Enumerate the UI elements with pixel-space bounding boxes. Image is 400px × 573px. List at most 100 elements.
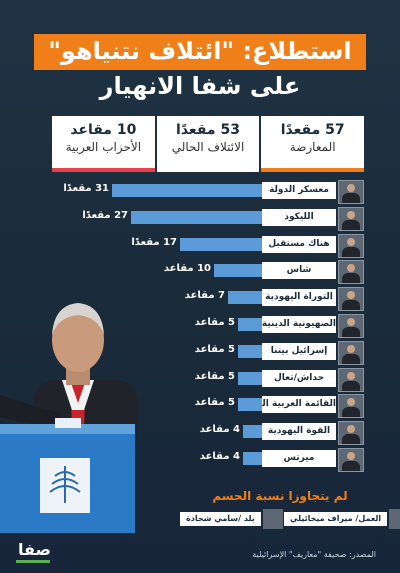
seat-value-label: 7 مقاعد bbox=[184, 290, 225, 302]
shirt-collar bbox=[62, 380, 94, 410]
photo-body bbox=[342, 353, 360, 364]
photo-body bbox=[342, 273, 360, 284]
hair-shape bbox=[52, 303, 104, 335]
photo-head bbox=[347, 398, 355, 407]
seat-value-label: 4 مقاعد bbox=[199, 424, 240, 436]
seat-bar bbox=[228, 291, 262, 305]
party-name: الصهيونية الدينية bbox=[262, 316, 336, 333]
summary-opposition: 57 مقعدًا المعارضة bbox=[261, 116, 364, 172]
summary-label: الائتلاف الحالي bbox=[171, 140, 245, 154]
summary-stripe bbox=[156, 168, 260, 172]
seat-bar bbox=[214, 264, 262, 278]
seat-bar bbox=[238, 371, 262, 385]
source-credit: المصدر: صحيفة "معاريف" الإسرائيلية bbox=[252, 550, 376, 559]
photo-head bbox=[347, 264, 355, 273]
party-leader-photo bbox=[389, 509, 400, 529]
photo-body bbox=[342, 407, 360, 418]
footer: صفا المصدر: صحيفة "معاريف" الإسرائيلية bbox=[0, 538, 400, 573]
party-name: هناك مستقبل bbox=[262, 235, 336, 253]
photo-head bbox=[347, 425, 355, 434]
seat-bar bbox=[238, 318, 262, 331]
seat-bar bbox=[243, 425, 262, 439]
seat-bar bbox=[238, 398, 262, 412]
party-name: معسكر الدولة bbox=[262, 182, 336, 199]
party-leader-photo bbox=[338, 260, 364, 285]
party-leader-photo bbox=[338, 180, 364, 204]
party-name: ميرتس bbox=[262, 450, 336, 467]
party-name: القائمة العربية الموحدة bbox=[262, 396, 336, 414]
summary-seats: 10 مقاعد bbox=[70, 122, 137, 138]
party-row: شاس 10 مقاعد bbox=[0, 258, 400, 285]
seat-value-label: 5 مقاعد bbox=[194, 317, 235, 328]
ballot-box-lid bbox=[0, 424, 135, 434]
logo-underline bbox=[16, 560, 50, 563]
party-name: العمل/ ميراف ميخائيلي bbox=[284, 512, 388, 526]
below-threshold-item: بلد /سامي شحادة bbox=[180, 508, 283, 530]
seat-value-label: 5 مقاعد bbox=[194, 343, 235, 355]
photo-body bbox=[342, 461, 360, 471]
party-leader-photo bbox=[338, 233, 364, 258]
photo-body bbox=[342, 219, 360, 230]
face-shape bbox=[52, 308, 104, 372]
photo-body bbox=[342, 193, 360, 203]
page-title: استطلاع: "ائتلاف نتنياهو" bbox=[34, 34, 366, 70]
seat-bar bbox=[243, 452, 262, 465]
seat-value-label: 5 مقاعد bbox=[194, 370, 235, 382]
photo-body bbox=[342, 246, 360, 257]
party-name: بلد /سامي شحادة bbox=[180, 512, 261, 526]
party-name: القوة اليهودية bbox=[262, 423, 336, 441]
photo-body bbox=[342, 434, 360, 445]
photo-head bbox=[347, 318, 355, 326]
seat-value-label: 5 مقاعد bbox=[194, 397, 235, 409]
photo-head bbox=[347, 291, 355, 300]
seat-bar bbox=[180, 237, 262, 251]
summary-seats: 57 مقعدًا bbox=[280, 122, 345, 138]
party-leader-photo bbox=[338, 340, 364, 365]
photo-body bbox=[342, 380, 360, 391]
party-leader-photo bbox=[338, 287, 364, 312]
party-row: الليكود 27 مقعدًا bbox=[0, 205, 400, 231]
photo-head bbox=[347, 344, 355, 353]
party-row: الصهيونية الدينية 5 مقاعد bbox=[0, 312, 400, 338]
party-leader-photo bbox=[338, 421, 364, 446]
party-row: ميرتس 4 مقاعد bbox=[0, 446, 400, 472]
photo-head bbox=[347, 237, 355, 246]
seat-bar bbox=[131, 210, 262, 224]
party-name: إسرائيل بيتنا bbox=[262, 342, 336, 360]
summary-stripe bbox=[261, 168, 364, 172]
photo-head bbox=[347, 452, 355, 460]
photo-body bbox=[342, 327, 360, 337]
seat-bar bbox=[112, 184, 262, 197]
party-leader-photo bbox=[338, 367, 364, 392]
page-subtitle: على شفا الانهيار bbox=[99, 72, 301, 100]
menorah-icon bbox=[49, 466, 81, 503]
seat-value-label: 4 مقاعد bbox=[199, 451, 240, 462]
party-row: القوة اليهودية 4 مقاعد bbox=[0, 419, 400, 446]
photo-head bbox=[347, 371, 355, 380]
threshold-title: لم يتجاوزا نسبة الحسم bbox=[212, 489, 348, 503]
summary-coalition: 53 مقعدًا الائتلاف الحالي bbox=[156, 116, 260, 172]
summary-stripe bbox=[51, 168, 155, 172]
party-row: القائمة العربية الموحدة 5 مقاعد bbox=[0, 392, 400, 419]
seat-value-label: 27 مقعدًا bbox=[82, 209, 128, 221]
arm-shape bbox=[0, 395, 62, 427]
summary-seats: 53 مقعدًا bbox=[176, 122, 240, 138]
party-name: شاس bbox=[262, 262, 336, 280]
party-leader-photo bbox=[262, 509, 283, 529]
summary-arab-parties: 10 مقاعد الأحزاب العربية bbox=[51, 116, 155, 172]
below-threshold-item: العمل/ ميراف ميخائيلي bbox=[284, 508, 400, 530]
safa-logo: صفا bbox=[14, 540, 54, 570]
seat-summary: 57 مقعدًا المعارضة 53 مقعدًا الائتلاف ال… bbox=[51, 116, 364, 172]
party-name: الليكود bbox=[262, 208, 336, 226]
below-threshold-list: العمل/ ميراف ميخائيلي بلد /سامي شحادة bbox=[0, 508, 400, 530]
party-name: التوراة اليهودية bbox=[262, 289, 336, 307]
summary-label: المعارضة bbox=[289, 140, 336, 154]
party-leader-photo bbox=[338, 394, 364, 419]
seat-bar bbox=[238, 344, 262, 358]
seat-value-label: 10 مقاعد bbox=[163, 263, 211, 275]
ballot-paper bbox=[55, 418, 81, 428]
party-leader-photo bbox=[338, 314, 364, 338]
photo-head bbox=[347, 184, 355, 192]
logo-text: صفا bbox=[18, 540, 51, 559]
party-row: إسرائيل بيتنا 5 مقاعد bbox=[0, 339, 400, 365]
